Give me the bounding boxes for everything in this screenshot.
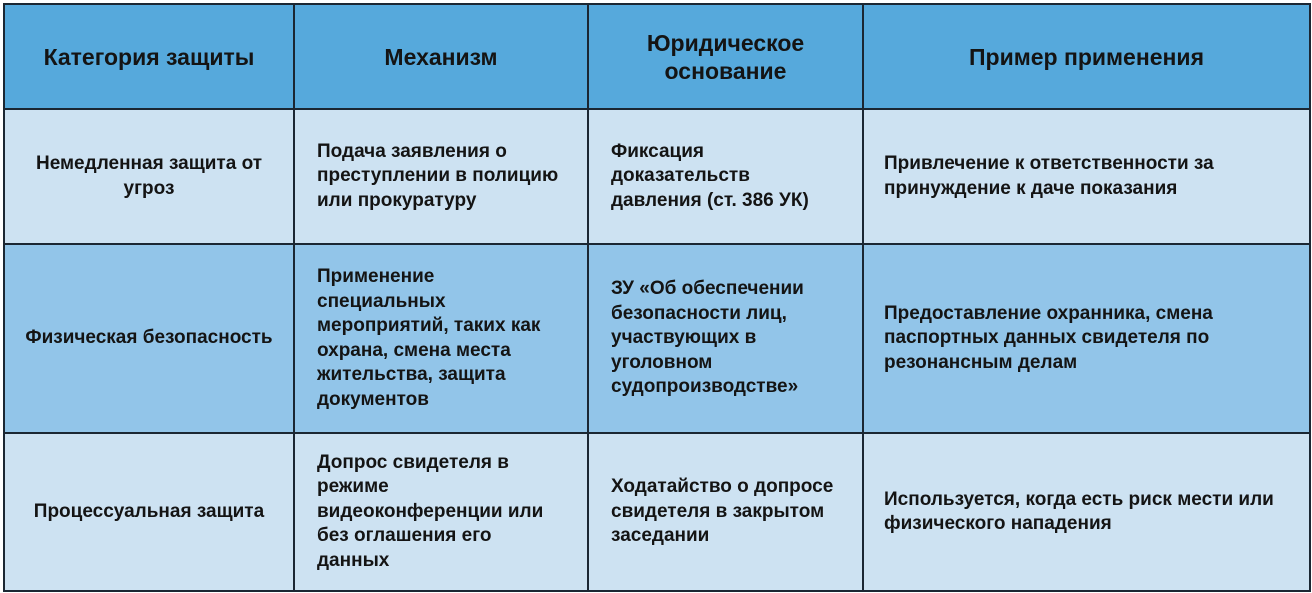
header-row: Категория защиты Механизм Юридическое ос… [3,3,1311,110]
table-row: Процессуальная защита Допрос свидетеля в… [3,432,1311,592]
cell-mechanism: Допрос свидетеля в режиме видеоконференц… [293,432,589,592]
header-category: Категория защиты [3,3,295,110]
cell-mechanism: Применение специальных мероприятий, таки… [293,243,589,434]
cell-category: Процессуальная защита [3,432,295,592]
cell-example: Используется, когда есть риск мести или … [862,432,1311,592]
table-row: Немедленная защита от угроз Подача заявл… [3,108,1311,245]
cell-category: Немедленная защита от угроз [3,108,295,245]
cell-mechanism: Подача заявления о преступлении в полици… [293,108,589,245]
cell-category: Физическая безопасность [3,243,295,434]
cell-legal-basis: Фиксация доказательств давления (ст. 386… [587,108,864,245]
table-row: Физическая безопасность Применение специ… [3,243,1311,434]
header-legal-basis: Юридическое основание [587,3,864,110]
protection-table: Категория защиты Механизм Юридическое ос… [3,3,1311,592]
cell-legal-basis: Ходатайство о допросе свидетеля в закрыт… [587,432,864,592]
cell-legal-basis: ЗУ «Об обеспечении безопасности лиц, уча… [587,243,864,434]
cell-example: Предоставление охранника, смена паспортн… [862,243,1311,434]
header-mechanism: Механизм [293,3,589,110]
cell-example: Привлечение к ответственности за принужд… [862,108,1311,245]
header-example: Пример применения [862,3,1311,110]
